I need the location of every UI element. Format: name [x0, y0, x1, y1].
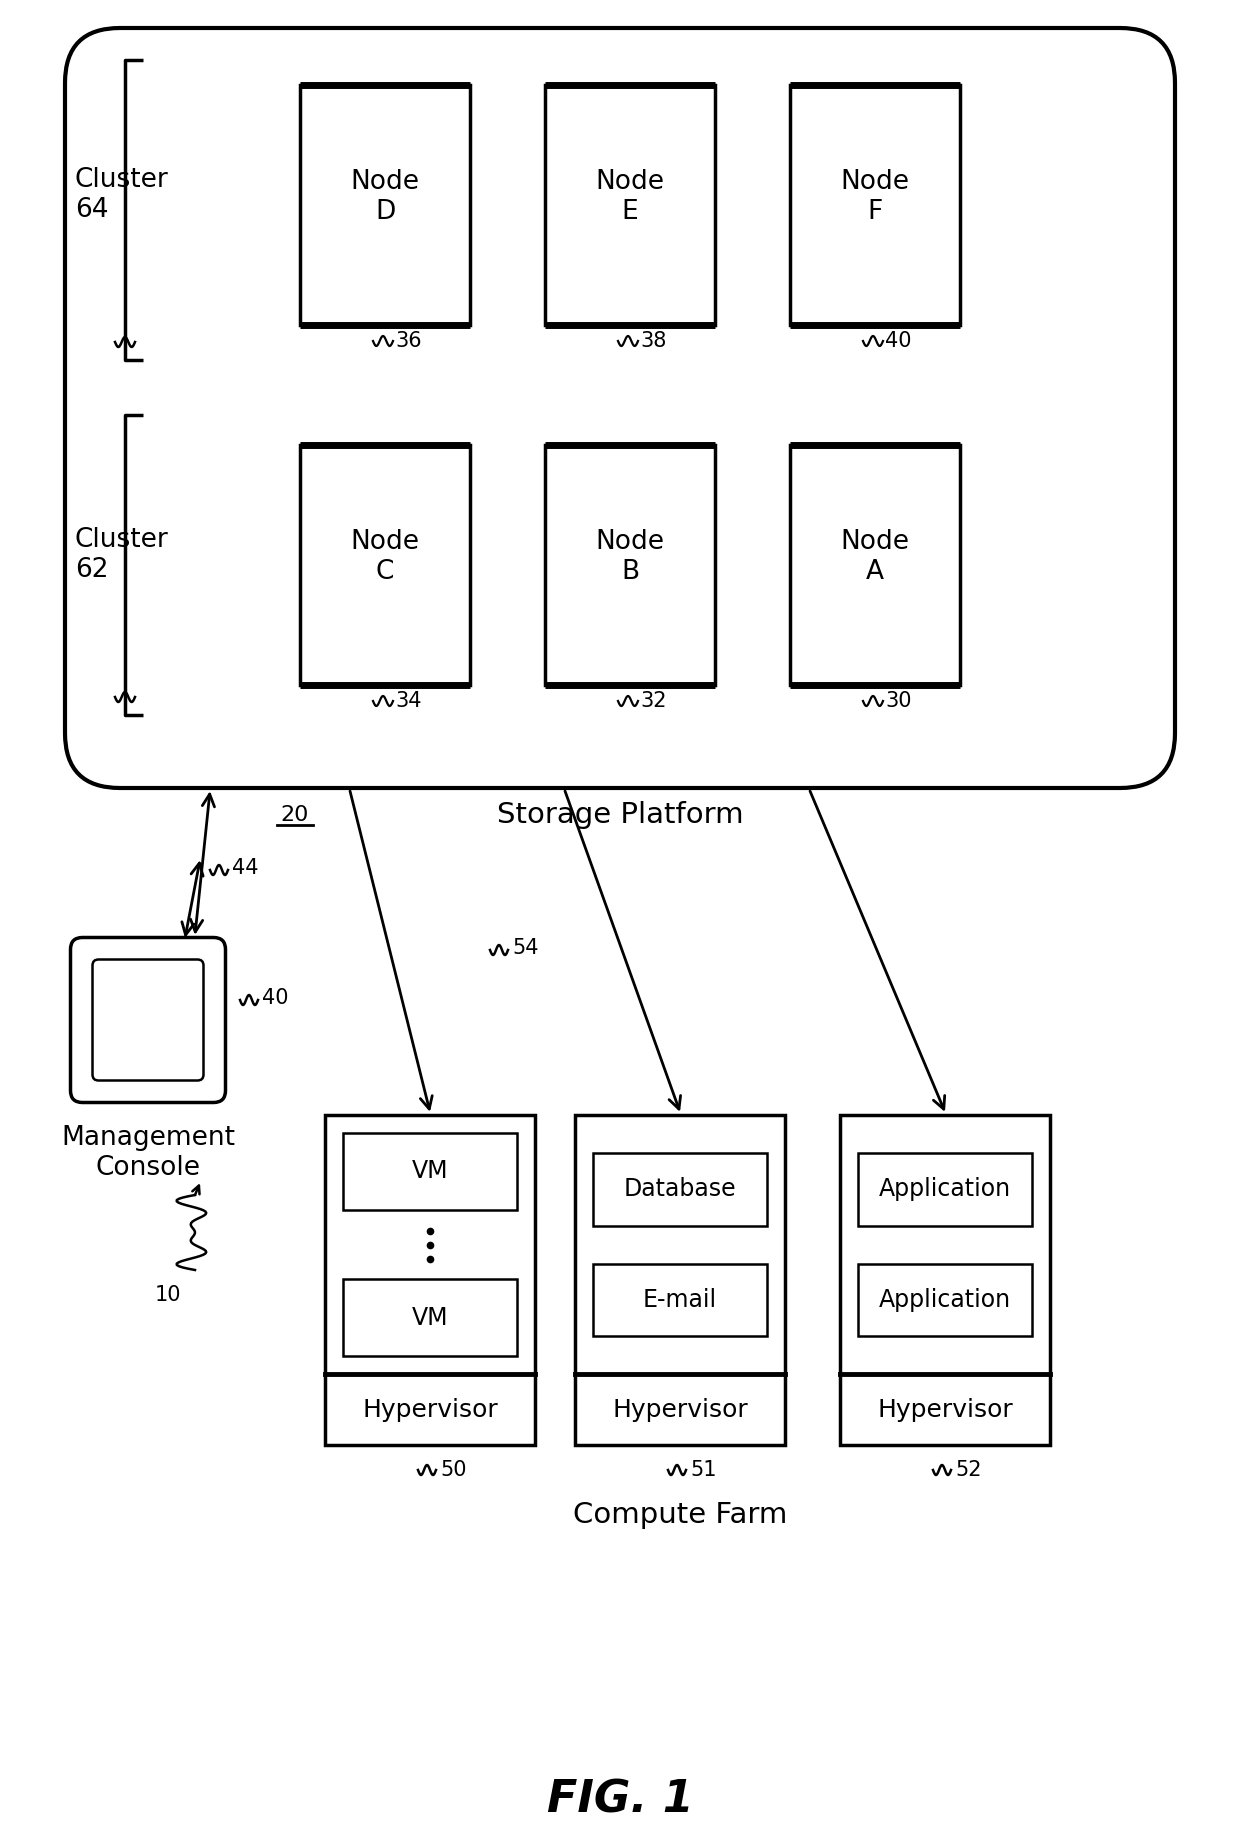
Text: VM: VM	[412, 1159, 448, 1183]
Text: 30: 30	[885, 690, 911, 711]
Text: 38: 38	[640, 330, 666, 351]
Bar	[593, 1154, 768, 1226]
Text: 54: 54	[512, 938, 538, 958]
Text: Application: Application	[879, 1178, 1011, 1202]
Text: Hypervisor: Hypervisor	[613, 1397, 748, 1421]
Text: 34: 34	[396, 690, 422, 711]
Text: VM: VM	[412, 1305, 448, 1329]
Text: Node
A: Node A	[841, 530, 909, 585]
Text: Node
C: Node C	[351, 530, 419, 585]
Bar	[593, 1263, 768, 1337]
Text: 44: 44	[232, 858, 258, 879]
Bar	[343, 1133, 517, 1209]
Text: 51: 51	[689, 1460, 717, 1480]
FancyBboxPatch shape	[64, 28, 1176, 788]
Text: Cluster
62: Cluster 62	[74, 526, 169, 583]
Bar	[300, 445, 470, 685]
Bar	[790, 445, 960, 685]
Text: 52: 52	[955, 1460, 982, 1480]
Text: FIG. 1: FIG. 1	[547, 1778, 693, 1822]
Bar	[343, 1279, 517, 1357]
Text: Management
Console: Management Console	[61, 1124, 236, 1181]
Text: 36: 36	[396, 330, 422, 351]
Text: 50: 50	[440, 1460, 466, 1480]
Bar	[575, 1115, 785, 1445]
Bar	[300, 85, 470, 325]
Text: Node
E: Node E	[595, 170, 665, 225]
Text: Compute Farm: Compute Farm	[573, 1501, 787, 1528]
Text: Cluster
64: Cluster 64	[74, 166, 169, 223]
Text: 32: 32	[640, 690, 667, 711]
Bar	[790, 85, 960, 325]
FancyBboxPatch shape	[71, 938, 226, 1102]
Text: E-mail: E-mail	[642, 1289, 717, 1313]
Bar	[325, 1115, 534, 1445]
Bar	[546, 445, 715, 685]
Text: Node
D: Node D	[351, 170, 419, 225]
Bar	[858, 1154, 1032, 1226]
Text: 10: 10	[155, 1285, 181, 1305]
Text: Database: Database	[624, 1178, 737, 1202]
Text: Application: Application	[879, 1289, 1011, 1313]
Text: 40: 40	[885, 330, 911, 351]
Bar	[839, 1115, 1050, 1445]
Text: Storage Platform: Storage Platform	[497, 801, 743, 829]
Bar	[546, 85, 715, 325]
Text: Node
F: Node F	[841, 170, 909, 225]
Bar	[858, 1263, 1032, 1337]
Text: Hypervisor: Hypervisor	[877, 1397, 1013, 1421]
Text: 20: 20	[280, 805, 309, 825]
FancyBboxPatch shape	[93, 960, 203, 1080]
Text: Hypervisor: Hypervisor	[362, 1397, 498, 1421]
Text: 40: 40	[262, 988, 289, 1008]
Text: Node
B: Node B	[595, 530, 665, 585]
